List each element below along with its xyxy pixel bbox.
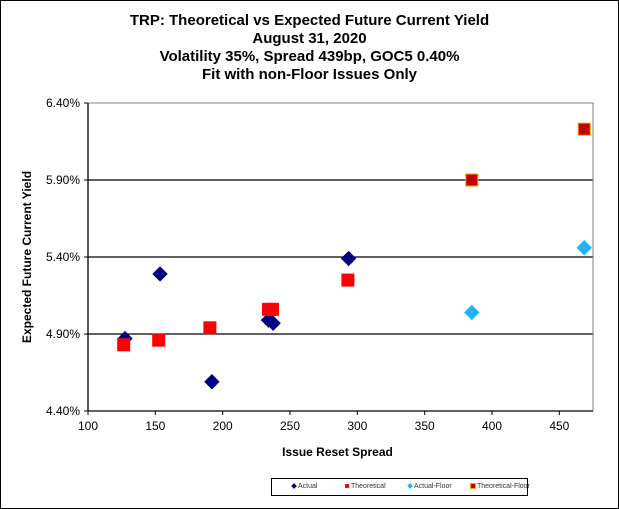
square-icon (470, 483, 476, 490)
x-tick-label: 100 (78, 419, 98, 433)
data-point (341, 273, 355, 287)
y-tick-label: 5.40% (46, 250, 80, 264)
data-point (340, 250, 357, 267)
legend-item-actual-floor: Actual-Floor (407, 483, 452, 490)
data-point (576, 240, 592, 256)
data-point (465, 173, 479, 187)
legend-item-theoretical: Theoretical (345, 483, 386, 490)
data-point (203, 321, 217, 335)
y-tick-labels: 4.40% 4.90% 5.40% 5.90% 6.40% (46, 96, 80, 418)
x-tick-label: 150 (145, 419, 165, 433)
diamond-icon (291, 483, 297, 489)
legend-item-actual: Actual (291, 483, 317, 490)
chart-subtitle-params: Volatility 35%, Spread 439bp, GOC5 0.40% (159, 48, 460, 65)
series-theoretical-floor (465, 122, 591, 187)
chart-subtitle-fit: Fit with non-Floor Issues Only (201, 66, 417, 83)
data-point (117, 338, 131, 352)
y-tick-label: 6.40% (46, 96, 80, 110)
data-points (117, 122, 592, 390)
data-point (204, 374, 220, 390)
data-point (464, 304, 480, 321)
chart-subtitle-date: August 31, 2020 (252, 30, 367, 47)
gridlines (84, 102, 593, 412)
axes (87, 103, 593, 415)
chart-title: TRP: Theoretical vs Expected Future Curr… (129, 12, 490, 29)
data-point (577, 122, 591, 136)
legend-item-theoretical-floor: Theoretical-Floor (470, 483, 530, 490)
series-actual (117, 250, 357, 390)
data-point (265, 302, 279, 316)
y-tick-label: 5.90% (46, 173, 80, 187)
series-actual-floor (464, 240, 592, 321)
square-icon (345, 484, 349, 489)
y-tick-label: 4.90% (46, 327, 80, 341)
x-tick-labels: 100 150 200 250 300 350 400 450 (78, 419, 570, 433)
data-point (152, 333, 166, 347)
series-theoretical (117, 273, 355, 352)
x-tick-label: 400 (482, 419, 502, 433)
x-tick-label: 350 (415, 419, 435, 433)
diamond-icon (407, 483, 413, 489)
x-tick-label: 250 (280, 419, 300, 433)
legend: Actual Theoretical Actual-Floor Theoreti… (271, 478, 530, 496)
x-tick-label: 300 (347, 419, 367, 433)
data-point (152, 266, 168, 282)
data-point (265, 315, 281, 331)
x-axis-title: Issue Reset Spread (282, 445, 393, 459)
x-tick-label: 450 (549, 419, 569, 433)
x-tick-label: 200 (213, 419, 233, 433)
y-tick-label: 4.40% (46, 404, 80, 418)
y-axis-title: Expected Future Current Yield (20, 171, 34, 343)
